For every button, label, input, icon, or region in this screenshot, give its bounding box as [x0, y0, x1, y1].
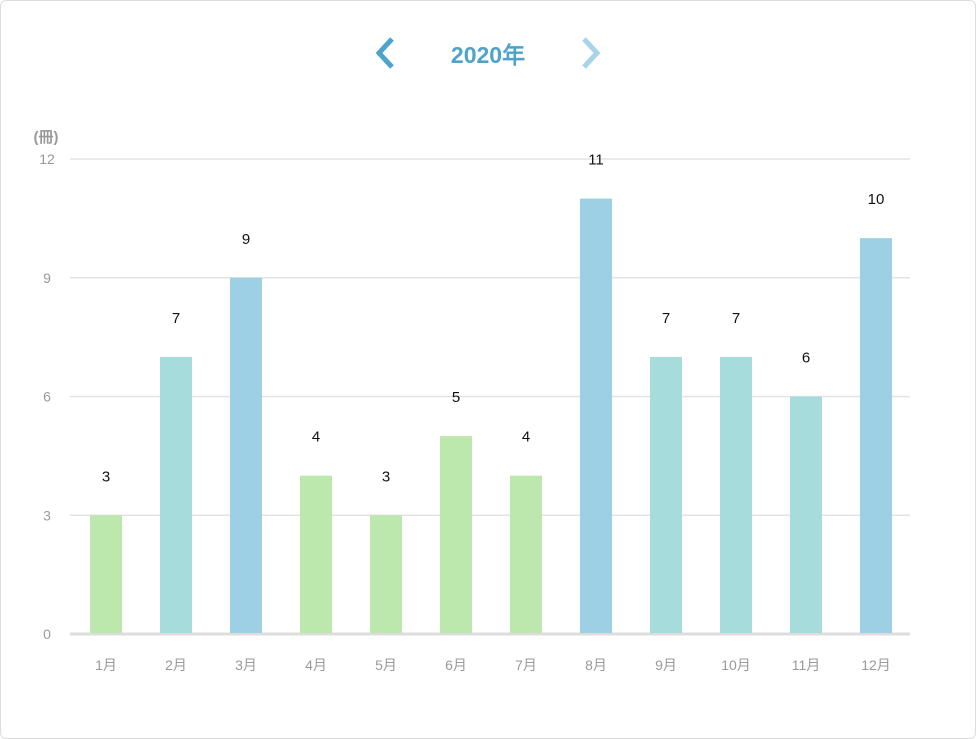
- y-tick-label: 0: [43, 626, 51, 642]
- x-tick-label: 11月: [792, 657, 821, 673]
- bar-10月: [720, 356, 752, 633]
- y-tick-label: 6: [43, 389, 51, 405]
- data-label: 7: [732, 310, 740, 327]
- x-tick-label: 12月: [861, 657, 891, 673]
- bar-4月: [300, 475, 332, 633]
- data-label: 10: [868, 191, 885, 208]
- data-label: 3: [382, 468, 390, 485]
- y-tick-label: 9: [43, 270, 51, 286]
- next-year-button[interactable]: [574, 36, 604, 70]
- bar-11月: [790, 396, 822, 633]
- data-label: 3: [102, 468, 110, 485]
- chevron-right-icon: [582, 37, 601, 69]
- y-axis-unit-label: (冊): [34, 129, 59, 146]
- x-tick-label: 1月: [95, 657, 117, 673]
- bar-1月: [90, 515, 122, 633]
- x-tick-label: 6月: [445, 657, 467, 673]
- data-label: 6: [802, 350, 810, 367]
- data-label: 4: [522, 429, 530, 446]
- data-label: 11: [588, 152, 604, 169]
- y-tick-label: 3: [43, 507, 51, 523]
- data-label: 4: [312, 429, 320, 446]
- x-tick-label: 8月: [585, 657, 607, 673]
- x-tick-label: 10月: [721, 657, 751, 673]
- x-tick-label: 4月: [305, 657, 327, 673]
- bar-5月: [370, 515, 402, 633]
- chevron-left-icon: [375, 37, 394, 69]
- bar-7月: [510, 475, 542, 633]
- x-tick-label: 2月: [165, 657, 187, 673]
- year-title: 2020年: [450, 42, 526, 68]
- y-tick-label: 12: [39, 151, 55, 167]
- bar-3月: [230, 277, 262, 633]
- data-label: 7: [662, 310, 670, 327]
- year-navigation: 2020年: [0, 28, 976, 78]
- x-tick-label: 3月: [235, 657, 257, 673]
- data-label: 9: [242, 231, 250, 248]
- bar-2月: [160, 356, 192, 633]
- data-label: 5: [452, 389, 460, 406]
- x-tick-label: 7月: [515, 657, 537, 673]
- bar-6月: [440, 436, 472, 633]
- x-tick-label: 5月: [375, 657, 397, 673]
- data-label: 7: [172, 310, 180, 327]
- bar-8月: [580, 198, 612, 634]
- prev-year-button[interactable]: [372, 36, 402, 70]
- bar-12月: [860, 238, 892, 633]
- bar-9月: [650, 356, 682, 633]
- x-tick-label: 9月: [655, 657, 677, 673]
